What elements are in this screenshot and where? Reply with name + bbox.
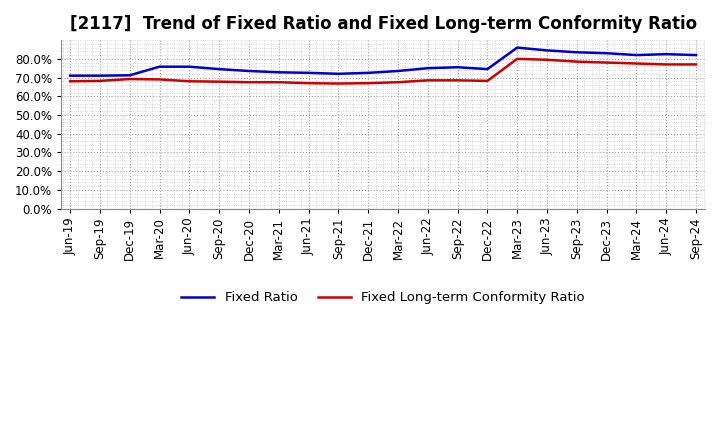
Line: Fixed Long-term Conformity Ratio: Fixed Long-term Conformity Ratio	[70, 59, 696, 84]
Fixed Ratio	[215, 66, 223, 72]
Fixed Ratio	[274, 70, 283, 75]
Fixed Ratio	[156, 64, 164, 70]
Fixed Long-term Conformity Ratio	[96, 78, 104, 84]
Fixed Long-term Conformity Ratio	[543, 57, 552, 62]
Fixed Long-term Conformity Ratio	[692, 62, 701, 67]
Fixed Long-term Conformity Ratio	[513, 56, 521, 62]
Fixed Long-term Conformity Ratio	[66, 79, 74, 84]
Fixed Ratio	[245, 68, 253, 73]
Legend: Fixed Ratio, Fixed Long-term Conformity Ratio: Fixed Ratio, Fixed Long-term Conformity …	[176, 286, 590, 309]
Fixed Ratio	[66, 73, 74, 78]
Fixed Long-term Conformity Ratio	[274, 80, 283, 85]
Fixed Ratio	[423, 66, 432, 71]
Fixed Long-term Conformity Ratio	[364, 81, 372, 86]
Fixed Ratio	[96, 73, 104, 78]
Fixed Ratio	[125, 73, 134, 78]
Fixed Ratio	[364, 70, 372, 76]
Fixed Ratio	[334, 71, 343, 77]
Fixed Ratio	[394, 68, 402, 73]
Fixed Ratio	[483, 66, 492, 72]
Fixed Long-term Conformity Ratio	[603, 60, 611, 65]
Fixed Long-term Conformity Ratio	[334, 81, 343, 86]
Fixed Ratio	[632, 52, 641, 58]
Fixed Ratio	[572, 50, 581, 55]
Fixed Long-term Conformity Ratio	[394, 80, 402, 85]
Fixed Long-term Conformity Ratio	[423, 78, 432, 83]
Fixed Ratio	[185, 64, 194, 70]
Fixed Long-term Conformity Ratio	[305, 81, 313, 86]
Fixed Ratio	[305, 70, 313, 76]
Fixed Long-term Conformity Ratio	[632, 61, 641, 66]
Fixed Long-term Conformity Ratio	[572, 59, 581, 64]
Title: [2117]  Trend of Fixed Ratio and Fixed Long-term Conformity Ratio: [2117] Trend of Fixed Ratio and Fixed Lo…	[70, 15, 697, 33]
Fixed Long-term Conformity Ratio	[662, 62, 670, 67]
Fixed Long-term Conformity Ratio	[156, 77, 164, 82]
Fixed Ratio	[692, 52, 701, 58]
Fixed Long-term Conformity Ratio	[483, 78, 492, 84]
Fixed Ratio	[454, 65, 462, 70]
Fixed Long-term Conformity Ratio	[125, 77, 134, 82]
Fixed Long-term Conformity Ratio	[185, 79, 194, 84]
Fixed Ratio	[603, 51, 611, 56]
Fixed Ratio	[662, 51, 670, 57]
Line: Fixed Ratio: Fixed Ratio	[70, 48, 696, 76]
Fixed Ratio	[513, 45, 521, 50]
Fixed Ratio	[543, 48, 552, 53]
Fixed Long-term Conformity Ratio	[215, 79, 223, 84]
Fixed Long-term Conformity Ratio	[245, 80, 253, 85]
Fixed Long-term Conformity Ratio	[454, 78, 462, 83]
